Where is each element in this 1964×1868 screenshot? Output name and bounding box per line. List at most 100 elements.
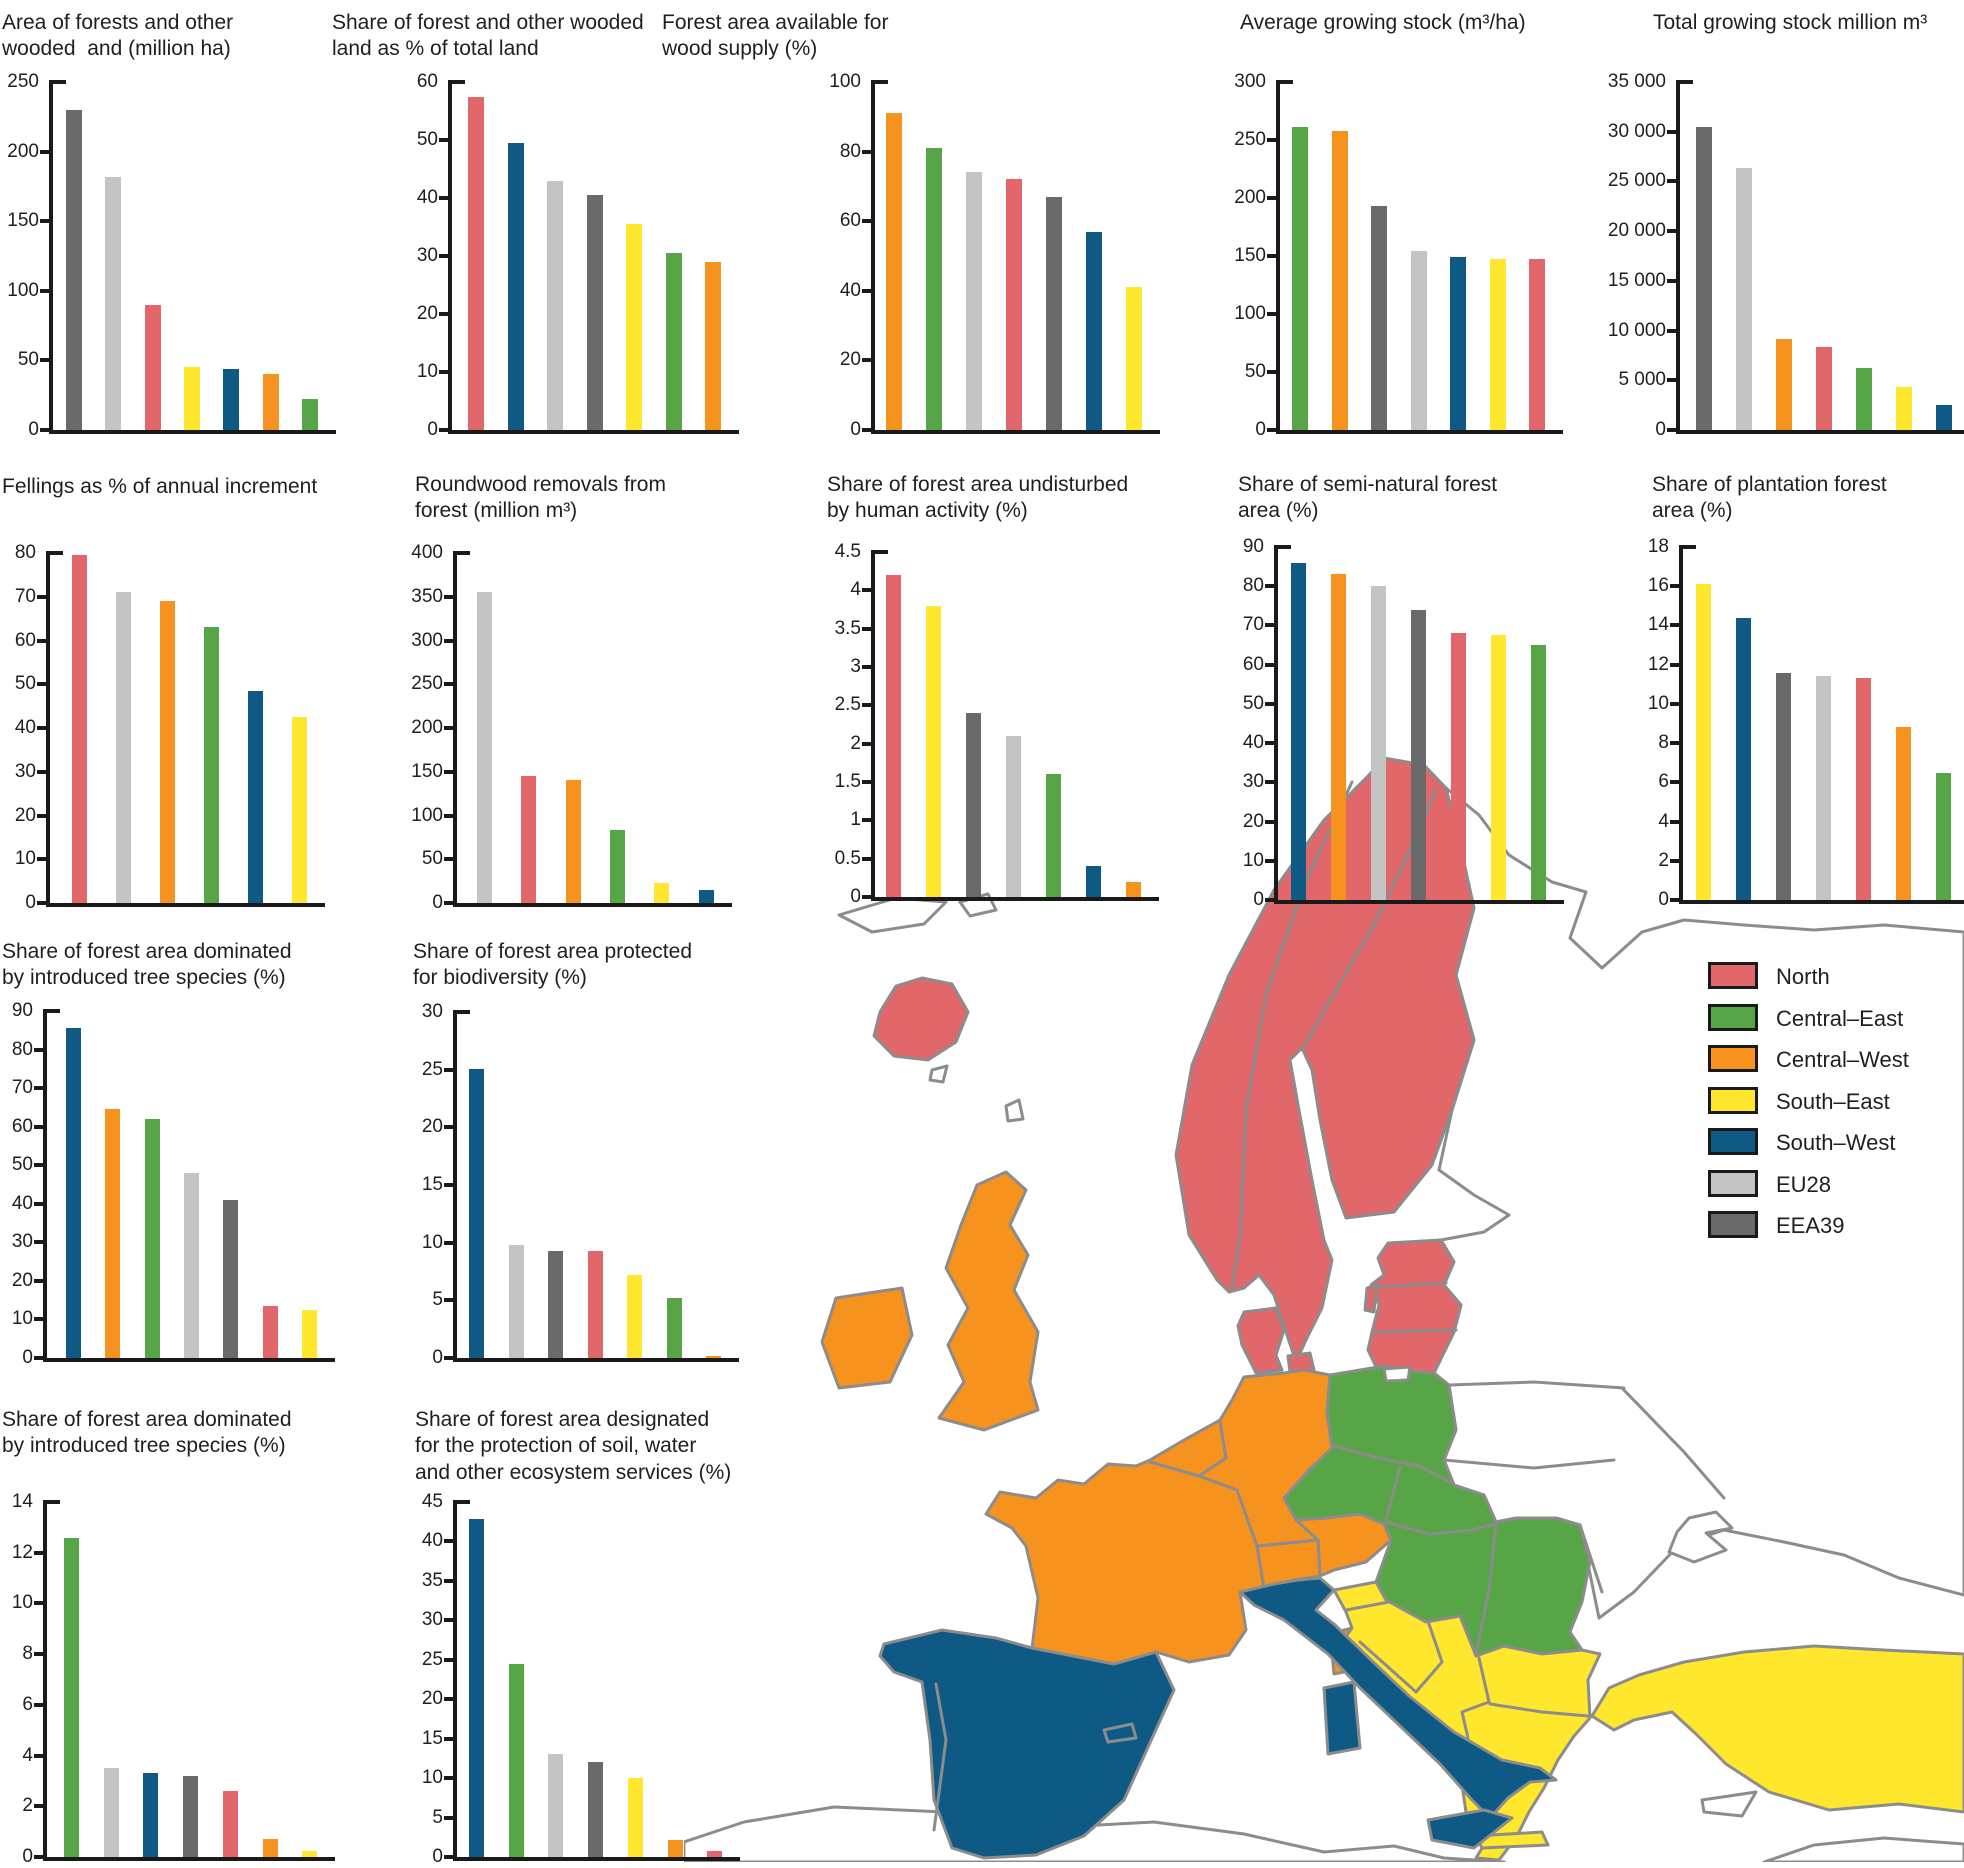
bar-north xyxy=(1006,179,1022,430)
y-tick-mark xyxy=(34,1356,43,1360)
bar-south_east xyxy=(627,1274,642,1358)
y-tick-label: 30 000 xyxy=(1607,120,1666,142)
y-tick-label: 2 xyxy=(850,732,861,754)
x-axis-line xyxy=(871,430,1160,434)
chart-title: Share of forest area dominated by introd… xyxy=(2,1408,292,1458)
map-border-ba-sr xyxy=(1414,1660,1444,1694)
y-tick-label: 50 xyxy=(11,1154,33,1176)
legend-label: EU28 xyxy=(1776,1171,1832,1197)
y-tick-label: 250 xyxy=(1234,129,1266,150)
map-border-slo-hr xyxy=(1344,1600,1391,1612)
y-tick-label: 6 xyxy=(1658,771,1669,793)
y-tick-mark xyxy=(37,813,46,818)
y-tick-label: 14 xyxy=(11,1491,33,1512)
bar-eu28 xyxy=(1006,736,1021,897)
y-axis-line xyxy=(871,550,875,899)
legend-swatch-north xyxy=(1708,962,1758,989)
map-border-hu-ro xyxy=(1474,1522,1498,1656)
bar-central_west xyxy=(566,779,581,903)
bar-eu28 xyxy=(1816,676,1831,900)
y-tick-mark xyxy=(37,726,46,730)
bar-central_east xyxy=(926,148,942,430)
y-tick-label: 40 xyxy=(14,717,36,738)
y-tick-label: 30 xyxy=(11,1231,33,1253)
y-tick-mark xyxy=(444,682,453,687)
y-tick-label: 350 xyxy=(411,585,443,607)
y-tick-mark xyxy=(439,138,448,142)
y-tick-label: 50 xyxy=(1242,692,1264,714)
bar-eu28 xyxy=(1736,167,1752,430)
y-tick-mark xyxy=(1265,819,1274,824)
x-axis-line xyxy=(1276,430,1563,434)
bar-eea39 xyxy=(183,1775,198,1857)
y-tick-label: 10 xyxy=(1242,849,1264,871)
map-overlay xyxy=(1382,1365,1412,1383)
y-tick-mark xyxy=(34,1753,43,1758)
x-axis-line xyxy=(43,1857,336,1861)
y-tick-mark xyxy=(34,1124,43,1129)
y-tick-label: 20 xyxy=(416,303,438,324)
map-border-by-ua xyxy=(1442,1458,1616,1470)
chart-title: Share of forest area protected for biodi… xyxy=(413,940,692,990)
y-axis-top-cap xyxy=(1280,80,1293,84)
y-tick-mark xyxy=(439,428,448,432)
europe-map xyxy=(684,756,1964,1862)
y-tick-mark xyxy=(37,682,46,687)
y-tick-label: 10 xyxy=(11,1592,33,1614)
y-axis-line xyxy=(871,80,875,432)
y-tick-label: 90 xyxy=(11,1000,33,1021)
x-axis-line xyxy=(871,897,1159,901)
y-tick-mark xyxy=(37,594,46,599)
bar-south_west xyxy=(66,1028,81,1358)
chart-title: Share of forest and other wooded land as… xyxy=(332,11,644,61)
y-tick-label: 0 xyxy=(22,1846,33,1867)
y-tick-label: 150 xyxy=(411,760,443,782)
y-tick-label: 0 xyxy=(1655,419,1666,440)
y-axis-line xyxy=(453,551,457,905)
y-tick-label: 45 xyxy=(421,1491,443,1512)
y-tick-label: 8 xyxy=(22,1643,33,1665)
bar-eu28 xyxy=(477,591,492,903)
y-axis-top-cap xyxy=(452,80,465,84)
bar-south_west xyxy=(1450,257,1466,430)
y-tick-mark xyxy=(34,1086,43,1091)
y-tick-label: 0 xyxy=(432,1846,443,1867)
y-tick-mark xyxy=(40,358,49,363)
y-tick-label: 35 xyxy=(421,1569,443,1591)
map-border-de-ch xyxy=(1255,1538,1320,1548)
y-tick-mark xyxy=(444,1657,453,1662)
y-tick-label: 40 xyxy=(11,1192,33,1214)
y-tick-label: 20 xyxy=(421,1688,443,1710)
bar-central_west xyxy=(705,261,721,430)
y-tick-label: 1.5 xyxy=(834,771,861,792)
y-tick-label: 10 xyxy=(421,1231,443,1253)
y-tick-mark xyxy=(862,588,871,593)
x-axis-line xyxy=(49,430,336,434)
y-tick-label: 200 xyxy=(1234,187,1266,208)
y-tick-label: 80 xyxy=(14,542,36,563)
chart-title: Area of forests and other wooded and (mi… xyxy=(2,11,234,61)
bar-north xyxy=(707,1851,722,1857)
bar-eu28 xyxy=(509,1244,524,1358)
y-tick-label: 2 xyxy=(22,1795,33,1817)
map-balearics xyxy=(1102,1722,1138,1744)
map-border-bg-gr xyxy=(1488,1702,1590,1718)
legend-label: EEA39 xyxy=(1776,1213,1845,1238)
bar-central_west xyxy=(263,1839,278,1857)
bar-north xyxy=(1816,347,1832,430)
y-axis-top-cap xyxy=(875,80,888,84)
bar-eea39 xyxy=(223,1199,238,1358)
y-tick-mark xyxy=(34,1163,43,1168)
y-tick-mark xyxy=(1667,179,1676,184)
map-cyprus xyxy=(1700,1790,1758,1818)
bar-north xyxy=(263,1305,278,1358)
y-tick-mark xyxy=(37,857,46,862)
y-tick-label: 0 xyxy=(432,1347,443,1368)
y-tick-label: 6 xyxy=(22,1693,33,1715)
bar-central_east xyxy=(145,1118,160,1358)
map-border-cz-pl-sk xyxy=(1332,1444,1454,1485)
y-axis-line xyxy=(43,1500,47,1859)
y-tick-label: 4 xyxy=(22,1744,33,1766)
y-tick-label: 30 xyxy=(421,1001,443,1022)
y-tick-mark xyxy=(34,1278,43,1283)
